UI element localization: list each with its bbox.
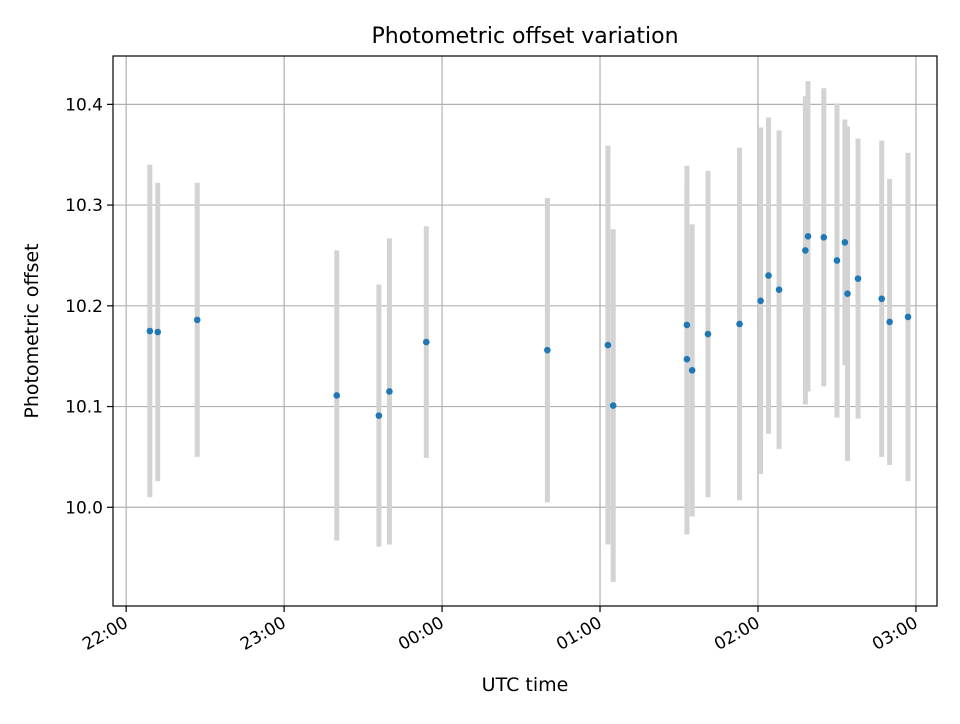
y-tick-label: 10.1 [65,398,103,418]
y-axis-label: Photometric offset [21,243,43,418]
y-axis-ticks: 10.0 10.1 10.2 10.3 10.4 [65,95,113,518]
x-axis-label: UTC time [482,674,569,696]
data-point [146,327,154,335]
data-point [765,272,772,279]
data-point [878,295,886,303]
data-point [757,297,764,305]
data-point [422,338,430,346]
data-point [736,320,743,328]
y-tick-label: 10.4 [65,95,103,115]
data-point [683,355,691,363]
data-point [804,233,812,240]
data-point [609,402,617,409]
data-point [820,234,828,241]
data-points [146,233,912,419]
data-point [386,388,393,395]
data-point [375,412,383,419]
data-point [886,318,893,326]
y-tick-label: 10.2 [65,297,103,317]
data-point [844,290,851,298]
data-point [802,247,809,254]
chart-title: Photometric offset variation [371,24,678,49]
data-point [688,366,696,374]
data-point [854,275,862,282]
data-point [333,392,341,399]
y-tick-label: 10.3 [65,196,103,216]
data-point [604,341,612,349]
data-point [904,313,912,321]
data-point [193,316,201,324]
y-tick-label: 10.0 [65,498,103,518]
data-point [704,330,712,338]
data-point [775,286,783,293]
data-point [154,328,162,336]
data-point [683,321,691,329]
grid [113,56,937,606]
plot-frame [112,55,938,607]
data-point [833,257,841,264]
data-point [544,346,551,354]
data-point [841,239,849,246]
